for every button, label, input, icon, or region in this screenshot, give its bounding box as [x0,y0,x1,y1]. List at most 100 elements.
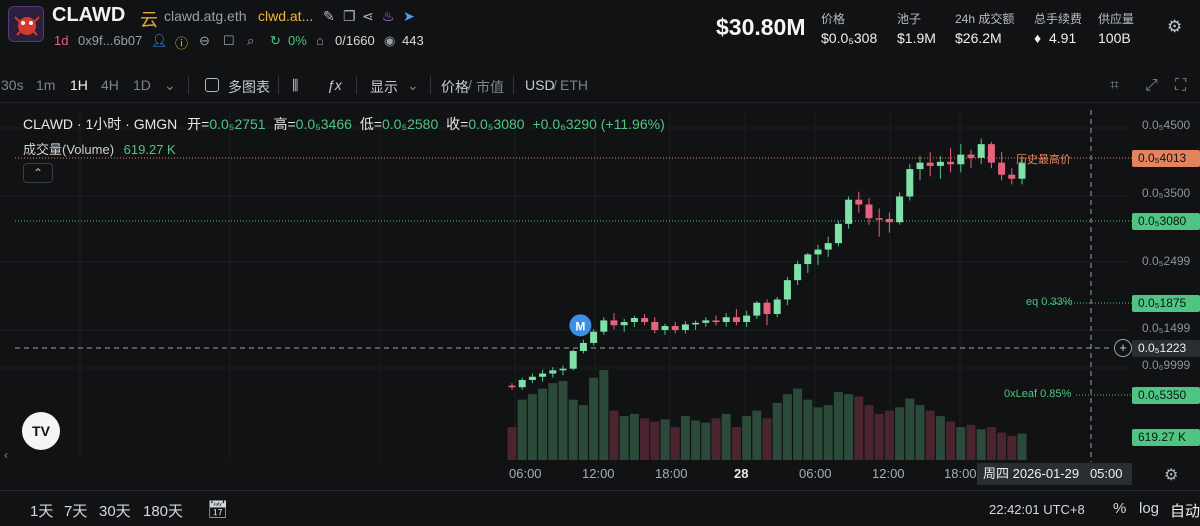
volume-legend: 成交量(Volume) 619.27 K [23,139,176,158]
interval-1h[interactable]: 1H [70,77,88,93]
leaf-price-tag: 0.0₆5350 [1132,387,1200,404]
candle-body [508,385,516,388]
candle-body [579,342,587,351]
minus-circle-icon[interactable]: ⊖ [199,33,210,48]
candle-body [773,299,781,314]
volume-label: 成交量(Volume) [23,142,115,157]
user-icon[interactable]: 👤︎ [151,33,168,48]
market-cap-toggle[interactable]: 市值 [476,79,504,95]
time-tick: 12:00 [872,466,905,481]
volume-bar [538,388,548,460]
candle-body [651,322,659,331]
interval-30s[interactable]: 30s [1,77,24,93]
volume-bar [946,421,956,460]
settings-icon[interactable]: ⚙ [1167,17,1183,36]
marker-circle [569,314,592,337]
domain-secondary-link[interactable]: clwd.at... [258,8,314,24]
warning-icon[interactable]: ⓘ [175,36,189,51]
share-icon[interactable]: ⋖ [362,8,374,24]
auto-scale-toggle[interactable]: 自动 [1170,503,1200,520]
tradingview-logo-icon[interactable]: TV [22,412,60,450]
edit-icon[interactable]: ✎ [323,8,335,24]
interval-dropdown-chevron-icon[interactable]: ⌄ [164,77,176,93]
expand-icon[interactable]: ⤢ [1145,77,1158,94]
volume-bar [517,399,527,460]
camera-icon[interactable]: ⌗ [1110,77,1120,94]
leaf-label: 0xLeaf 0.85% [1004,388,1072,400]
token-logo[interactable] [8,6,44,42]
add-alert-plus-icon[interactable]: + [1114,339,1132,357]
multi-chart-label[interactable]: 多图表 [228,79,270,95]
fullscreen-icon[interactable]: ⛶ [1175,77,1187,94]
price-tick: 0.0₅4500 [1142,118,1191,132]
volume-bar [711,418,721,460]
log-scale-toggle[interactable]: log [1139,500,1160,517]
stat-label-supply: 供应量 [1098,12,1135,26]
volume-bar [670,427,680,460]
indicator-fx-icon[interactable]: ƒx [327,77,342,93]
collapse-legend-button[interactable]: ⌃ [23,163,53,183]
volume-bar [507,427,517,460]
volume-bar [772,402,782,460]
volume-bar [691,420,701,460]
range-180d[interactable]: 180天 [143,503,184,520]
candle-type-icon[interactable]: ⫼ [292,77,299,93]
candle-body [630,318,638,323]
display-chevron-icon[interactable]: ⌄ [407,77,419,93]
telegram-icon[interactable]: ➤ [403,8,415,24]
search-icon[interactable]: ⌕ [247,33,255,48]
volume-bar [640,418,650,460]
volume-bar [895,407,905,460]
domain-primary-link[interactable]: clawd.atg.eth [164,8,247,24]
high-value: 0.0₅3466 [295,116,352,132]
price-chart[interactable]: M [0,110,1200,462]
copy-icon[interactable]: ❐ [343,8,356,24]
usd-toggle[interactable]: USD [525,77,555,93]
range-7d[interactable]: 7天 [64,503,88,520]
chart-settings-gear-icon[interactable]: ⚙ [1164,467,1179,484]
toolbar-divider [188,76,189,94]
holders-icon: ⌂ [316,33,324,48]
chat-icon[interactable]: ☐ [223,33,235,48]
low-value: 0.0₅2580 [382,116,439,132]
open-label: 开= [187,116,210,132]
volume-bar [956,427,966,460]
ath-price-tag: 0.0₅4013 [1132,150,1200,167]
stat-label-pool: 池子 [897,12,922,26]
timezone-clock[interactable]: 22:42:01 UTC+8 [989,502,1085,517]
candle-body [732,317,740,323]
interval-1d[interactable]: 1D [133,77,151,93]
volume-bar [997,432,1007,460]
price-toggle[interactable]: 价格 [441,79,469,95]
range-30d[interactable]: 30天 [99,503,131,520]
volume-bar [884,410,894,460]
time-tick: 06:00 [509,466,542,481]
candle-body [977,144,985,158]
stat-value-supply: 100B [1098,30,1131,46]
calendar-icon[interactable]: 📅︎ [207,500,229,519]
volume-bar [976,429,986,460]
token-age: 1d [54,33,69,48]
multi-chart-checkbox[interactable] [205,78,219,92]
candle-body [671,326,679,331]
candle-body [957,154,965,165]
flame-icon[interactable]: ♨ [382,8,395,24]
scroll-left-chevron-icon[interactable]: ‹ [4,448,8,462]
change-value: +0.0₆3290 (+11.96%) [532,116,665,132]
contract-address[interactable]: 0x9f...6b07 [78,33,143,48]
range-1d[interactable]: 1天 [30,503,54,520]
candle-body [855,199,863,205]
percent-scale-toggle[interactable]: % [1113,500,1127,517]
interval-1m[interactable]: 1m [36,77,56,93]
eth-toggle[interactable]: ETH [560,77,588,93]
display-menu[interactable]: 显示 [370,79,398,95]
volume-value: 619.27 K [123,142,176,157]
time-tick: 18:00 [944,466,977,481]
time-tick: 12:00 [582,466,615,481]
marker-label: M [575,319,585,333]
volume-bar [619,416,629,460]
candle-body [600,320,608,332]
interval-4h[interactable]: 4H [101,77,119,93]
candle-body [610,320,618,326]
